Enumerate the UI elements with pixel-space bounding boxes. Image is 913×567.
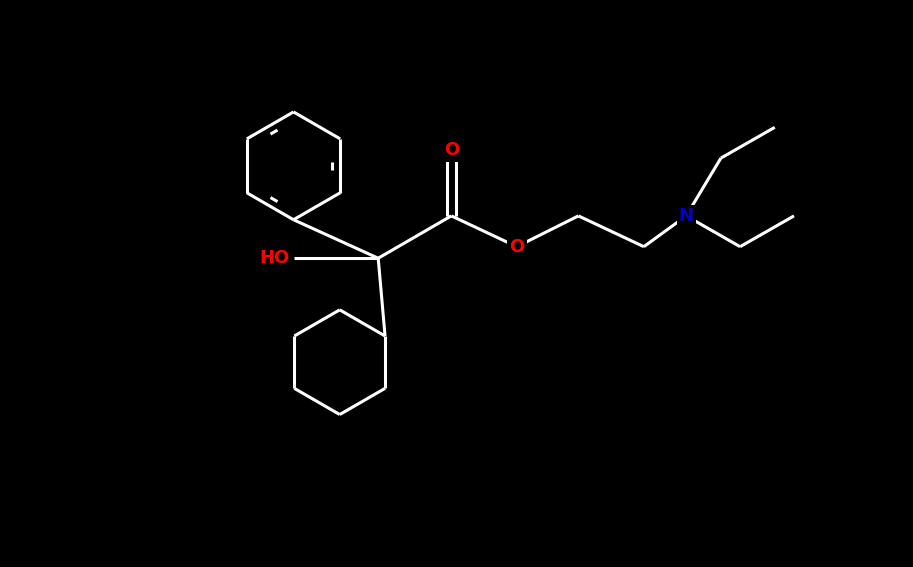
Text: O: O: [509, 238, 524, 256]
Text: N: N: [678, 207, 694, 225]
Text: HO: HO: [259, 249, 289, 267]
Text: O: O: [444, 141, 459, 159]
